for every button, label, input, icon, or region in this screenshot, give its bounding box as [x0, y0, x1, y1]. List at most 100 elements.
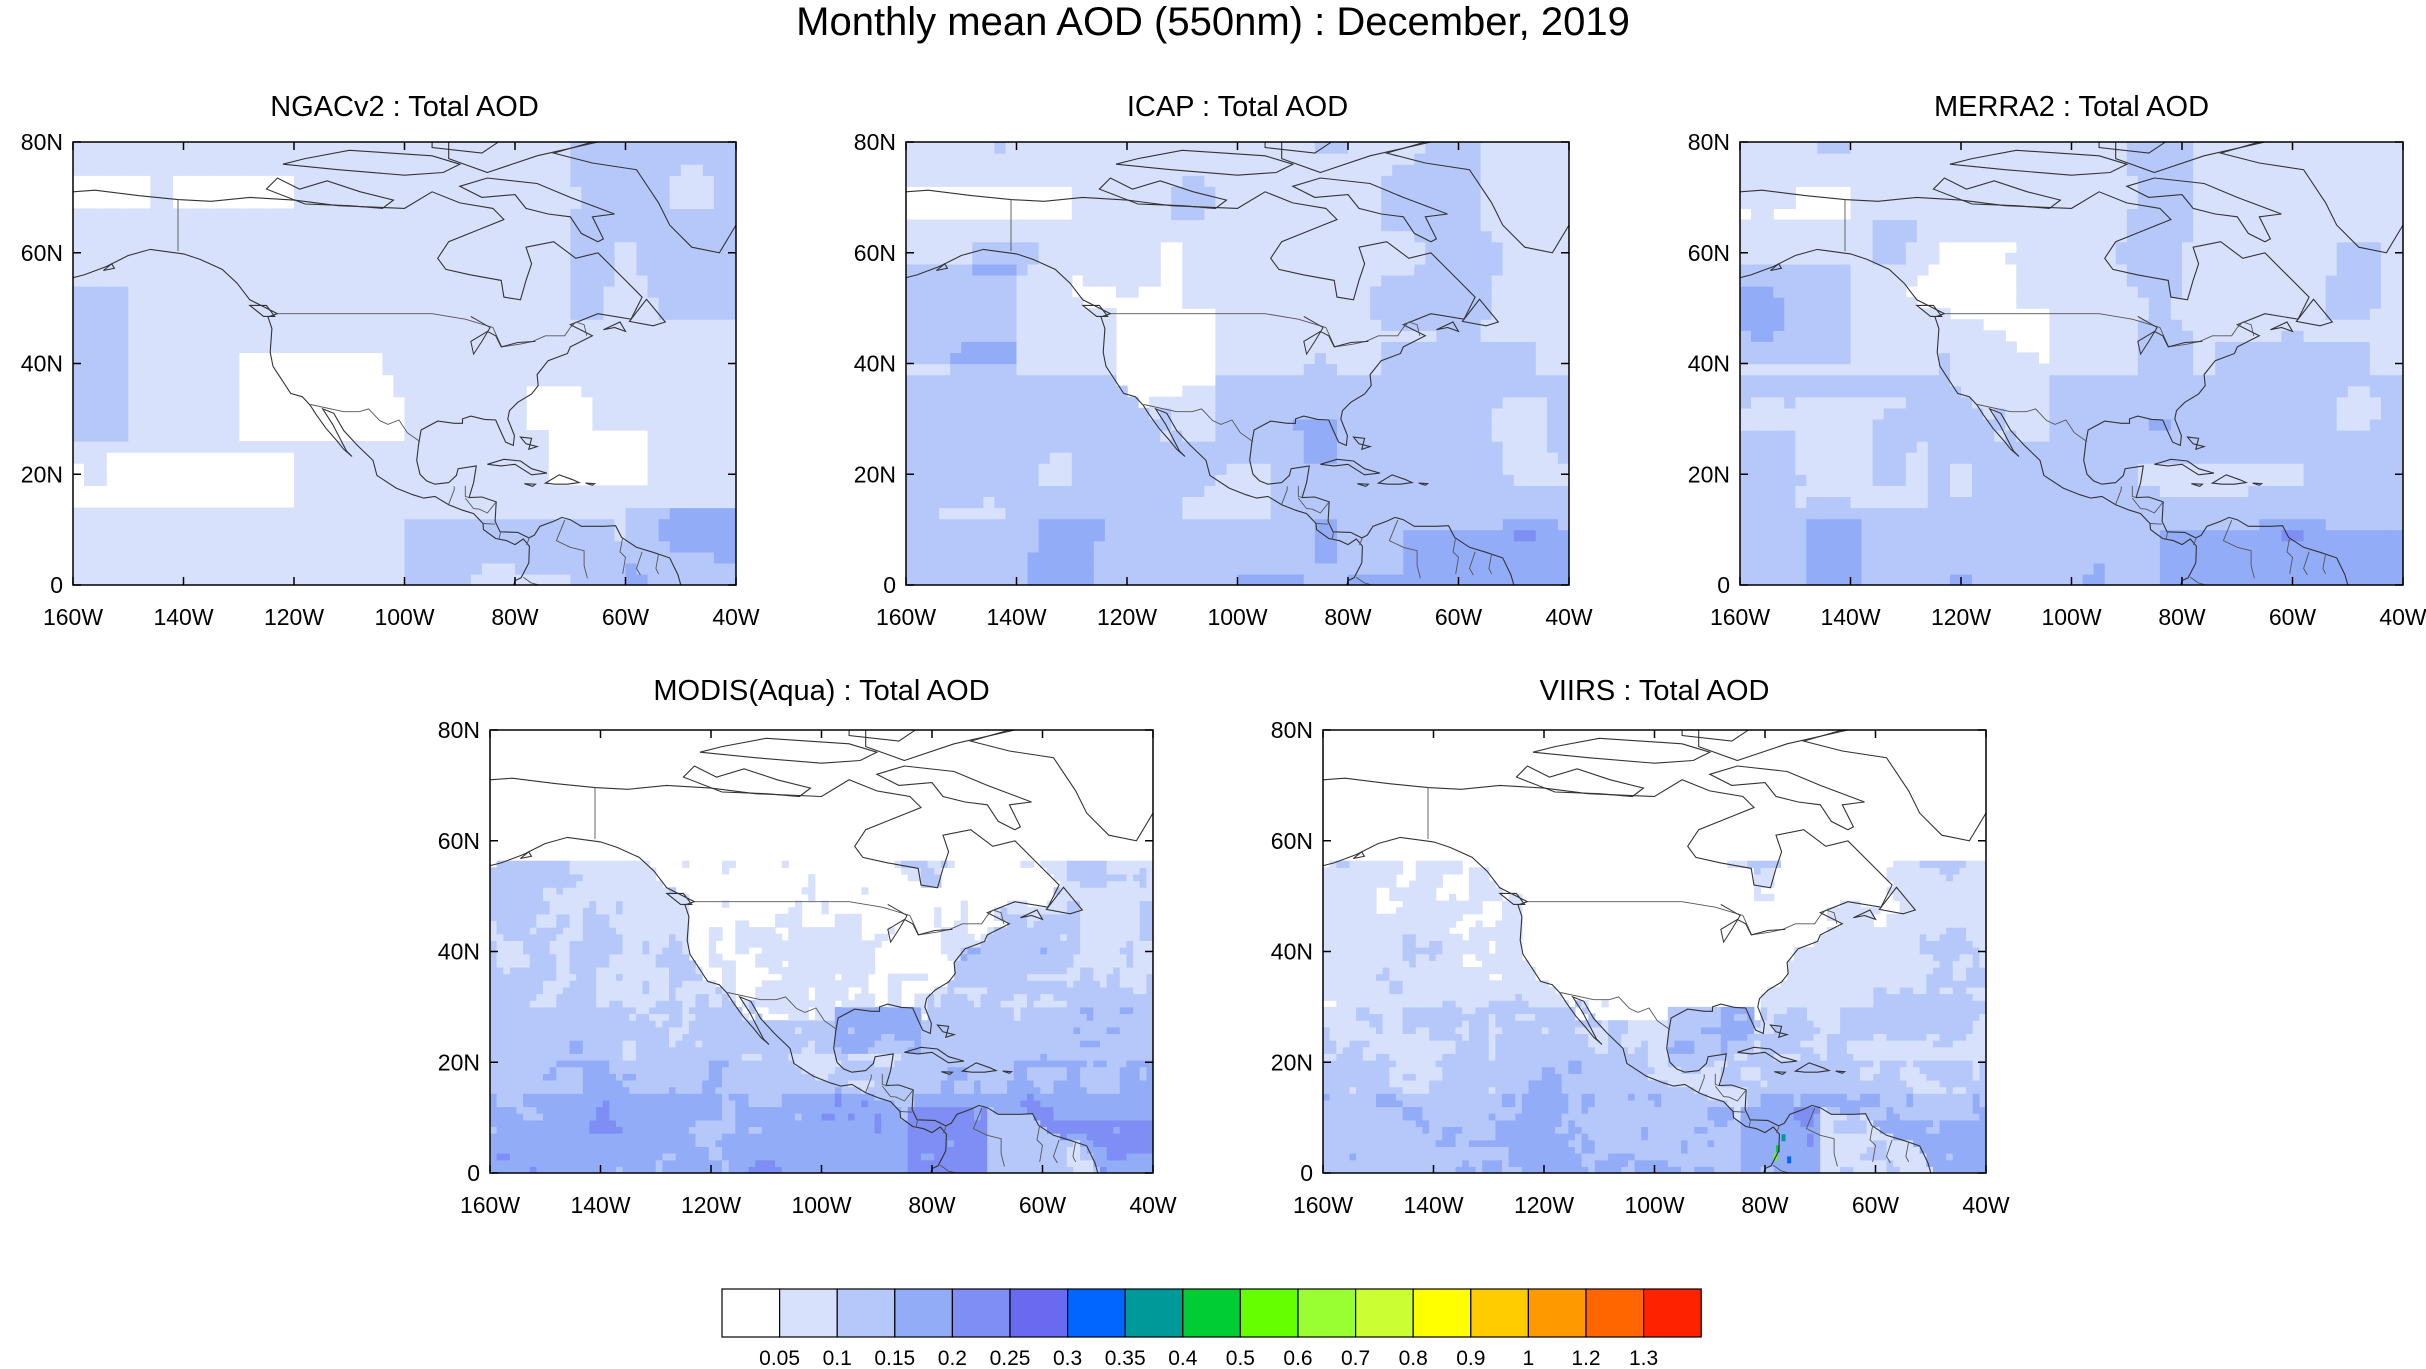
country-border	[2131, 497, 2164, 514]
island-outline	[1376, 474, 1415, 485]
island-outline	[2295, 298, 2334, 327]
x-tick-label: 140W	[1820, 604, 1880, 630]
country-border	[498, 531, 502, 540]
panel-title-icap: ICAP : Total AOD	[1126, 91, 1349, 123]
island-outline	[1737, 1046, 1798, 1064]
country-border	[865, 1074, 872, 1093]
island-outline	[1853, 909, 1877, 921]
panel-title-modis: MODIS(Aqua) : Total AOD	[653, 675, 990, 707]
y-tick-label: 40N	[21, 351, 63, 377]
country-border	[448, 486, 455, 505]
coastline	[1323, 777, 1932, 1173]
country-border	[1733, 1111, 1746, 1113]
island-outline	[585, 482, 597, 486]
colorbar-box	[1066, 1288, 1126, 1338]
x-tick-label: 100W	[791, 1192, 851, 1218]
country-border	[310, 404, 421, 442]
island-outline	[103, 262, 116, 272]
x-tick-label: 60W	[1435, 604, 1483, 630]
great-lakes	[2137, 315, 2203, 356]
x-tick-label: 160W	[43, 604, 103, 630]
x-tick-label: 60W	[2269, 604, 2317, 630]
island-outline	[520, 850, 533, 860]
island-outline	[2210, 474, 2249, 485]
island-outline	[487, 458, 548, 476]
island-outline	[1801, 730, 1986, 842]
island-outline	[1098, 177, 1228, 209]
panel-title-viirs: VIIRS : Total AOD	[1539, 675, 1770, 707]
country-border	[483, 523, 496, 525]
island-outline	[551, 142, 736, 254]
island-outline	[543, 474, 582, 485]
island-outline	[1353, 850, 1366, 860]
country-border	[900, 1111, 913, 1113]
y-tick-label: 60N	[21, 240, 63, 266]
country-border	[2131, 485, 2137, 498]
y-tick-label: 80N	[854, 129, 896, 155]
island-outline	[941, 1071, 954, 1076]
colorbar-box	[1470, 1288, 1530, 1338]
country-border	[1698, 1074, 1705, 1093]
country-border	[2150, 523, 2163, 525]
colorbar-label: 0.35	[1105, 1347, 1146, 1369]
colorbar-box	[1124, 1288, 1184, 1338]
country-border	[1886, 1139, 1893, 1164]
country-border	[1714, 1085, 1747, 1102]
aod-field-ngac	[73, 142, 736, 585]
island-outline	[699, 737, 879, 764]
x-tick-label: 40W	[1962, 1192, 2010, 1218]
map-panel-modis: 160W 140W 120W 100W 80W 60W 40W 80N 60N 40N 20N 0	[438, 717, 1177, 1218]
x-tick-label: 100W	[374, 604, 434, 630]
x-tick-label: 100W	[1624, 1192, 1684, 1218]
y-tick-label: 60N	[854, 240, 896, 266]
island-outline	[1770, 262, 1783, 272]
map-panel-merra: 160W 140W 120W 100W 80W 60W 40W 80N 60N 40N 20N 0	[1688, 129, 2426, 630]
island-outline	[1878, 886, 1917, 915]
y-tick-label: 80N	[438, 717, 480, 743]
x-tick-label: 120W	[1514, 1192, 1574, 1218]
x-tick-label: 40W	[1129, 1192, 1177, 1218]
island-outline	[1002, 1070, 1014, 1074]
island-outline	[1498, 892, 1526, 905]
x-tick-label: 100W	[2041, 604, 2101, 630]
island-outline	[1264, 142, 1333, 154]
x-tick-label: 140W	[570, 1192, 630, 1218]
y-tick-label: 20N	[21, 461, 63, 487]
x-tick-label: 40W	[1545, 604, 1593, 630]
map-panel-viirs: 160W 140W 120W 100W 80W 60W 40W 80N 60N 40N 20N 0	[1271, 717, 2010, 1218]
panel-title-ngac: NGACv2 : Total AOD	[270, 91, 539, 123]
country-border	[2322, 553, 2327, 575]
island-outline	[665, 892, 693, 905]
country-border	[1316, 523, 1329, 525]
colorbar-box	[1009, 1288, 1069, 1338]
y-tick-label: 40N	[1271, 939, 1313, 965]
x-tick-label: 120W	[681, 1192, 741, 1218]
island-outline	[1835, 1070, 1847, 1074]
island-outline	[2191, 483, 2204, 488]
island-outline	[603, 321, 627, 333]
colorbar-box	[1412, 1288, 1472, 1338]
island-outline	[1020, 909, 1044, 921]
island-outline	[1418, 482, 1430, 486]
colorbar-box	[1527, 1288, 1587, 1338]
country-border	[2286, 537, 2293, 574]
colorbar-label: 1.2	[1571, 1347, 1600, 1369]
island-outline	[1115, 149, 1295, 176]
country-border	[2193, 537, 2197, 546]
colorbar-box	[836, 1288, 896, 1338]
island-outline	[458, 177, 615, 243]
island-outline	[2252, 482, 2264, 486]
x-tick-label: 80W	[1741, 1192, 1789, 1218]
great-lakes	[1303, 315, 1369, 356]
country-border	[1905, 1141, 1910, 1163]
country-border	[972, 1108, 1005, 1167]
x-tick-label: 160W	[1710, 604, 1770, 630]
island-outline	[875, 765, 1032, 831]
island-outline	[904, 1046, 965, 1064]
country-border	[2165, 531, 2169, 540]
colorbar-box	[1585, 1288, 1645, 1338]
y-tick-label: 80N	[21, 129, 63, 155]
country-border	[1359, 537, 1363, 546]
country-border	[1297, 497, 1330, 514]
country-border	[464, 485, 470, 498]
